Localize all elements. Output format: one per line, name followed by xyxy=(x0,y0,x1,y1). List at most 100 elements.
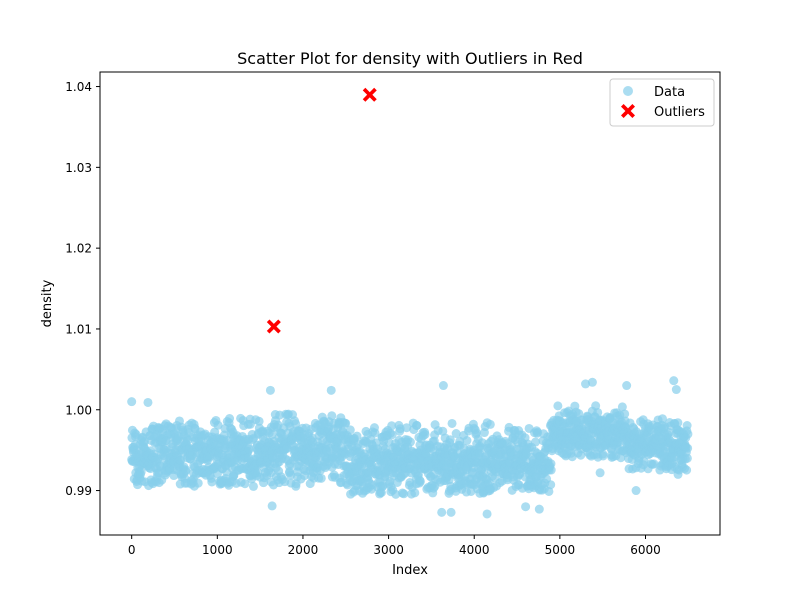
data-point xyxy=(649,459,659,469)
data-point xyxy=(143,397,153,407)
y-axis-ticks: 0.99 1.00 1.01 1.02 1.03 1.04 xyxy=(65,80,100,498)
data-point xyxy=(267,501,277,511)
legend-outlier-marker xyxy=(621,104,635,118)
data-point xyxy=(254,416,264,426)
data-point xyxy=(370,428,380,438)
data-point xyxy=(438,381,448,391)
data-point xyxy=(352,431,362,441)
data-point xyxy=(248,481,258,491)
y-tick-label: 1.00 xyxy=(65,403,92,417)
data-point xyxy=(462,436,472,446)
data-point xyxy=(136,467,146,477)
data-point xyxy=(451,429,461,439)
data-point xyxy=(534,504,544,514)
data-point xyxy=(412,420,422,430)
data-point xyxy=(482,509,492,519)
data-point xyxy=(437,507,447,517)
data-point xyxy=(207,477,217,487)
data-point xyxy=(327,411,337,421)
outlier-series xyxy=(266,87,377,334)
data-point xyxy=(345,425,355,435)
x-tick-label: 1000 xyxy=(202,543,233,557)
y-axis-label: density xyxy=(40,279,55,327)
chart-title: Scatter Plot for density with Outliers i… xyxy=(237,49,583,68)
data-point xyxy=(291,419,301,429)
data-point xyxy=(521,502,531,512)
data-series xyxy=(127,376,693,519)
outlier-point xyxy=(362,87,377,102)
data-point xyxy=(326,385,336,395)
x-axis-ticks: 0 1000 2000 3000 4000 5000 6000 xyxy=(128,535,661,557)
data-point xyxy=(620,409,630,419)
data-point xyxy=(587,377,597,387)
data-point xyxy=(405,437,415,447)
data-point xyxy=(485,419,495,429)
data-point xyxy=(581,379,591,389)
x-tick-label: 6000 xyxy=(630,543,661,557)
y-tick-label: 1.01 xyxy=(65,322,92,336)
x-tick-label: 2000 xyxy=(288,543,319,557)
legend-data-label: Data xyxy=(654,85,685,100)
data-point xyxy=(673,469,683,479)
data-point xyxy=(553,401,563,411)
data-point xyxy=(193,478,203,488)
data-point xyxy=(445,435,455,445)
data-point xyxy=(673,418,683,428)
legend-data-marker xyxy=(623,86,633,96)
legend-box xyxy=(609,78,715,127)
data-point xyxy=(399,489,409,499)
data-point xyxy=(140,437,150,447)
data-point xyxy=(595,468,605,478)
data-point xyxy=(669,376,679,386)
data-point xyxy=(420,429,430,439)
data-point xyxy=(671,385,681,395)
data-point xyxy=(415,476,425,486)
data-point xyxy=(341,418,351,428)
data-point xyxy=(213,420,223,430)
data-point xyxy=(546,480,556,490)
data-point xyxy=(447,418,457,428)
data-point xyxy=(622,381,632,391)
data-point xyxy=(265,385,275,395)
data-point xyxy=(631,486,641,496)
data-point xyxy=(682,453,692,463)
y-tick-label: 0.99 xyxy=(65,484,92,498)
data-point xyxy=(244,444,254,454)
data-point xyxy=(531,437,541,447)
data-point xyxy=(387,430,397,440)
data-point xyxy=(546,459,556,469)
data-point xyxy=(225,414,235,424)
y-tick-label: 1.02 xyxy=(65,242,92,256)
plot-area xyxy=(99,71,721,536)
x-tick-label: 4000 xyxy=(459,543,490,557)
data-point xyxy=(682,465,692,475)
legend: Data Outliers xyxy=(609,78,715,127)
data-point xyxy=(387,421,397,431)
data-point xyxy=(683,429,693,439)
data-point xyxy=(402,423,412,433)
data-point xyxy=(598,451,608,461)
plot-frame xyxy=(99,71,721,536)
data-point xyxy=(546,465,556,475)
y-tick-label: 1.03 xyxy=(65,161,92,175)
data-point xyxy=(593,407,603,417)
data-point xyxy=(617,402,627,412)
data-point xyxy=(544,486,554,496)
y-tick-label: 1.04 xyxy=(65,80,92,94)
data-point xyxy=(181,465,191,475)
x-axis-label: Index xyxy=(392,563,428,578)
data-point xyxy=(127,397,137,407)
data-point xyxy=(240,479,250,489)
x-tick-label: 0 xyxy=(128,543,136,557)
data-point xyxy=(683,443,693,453)
data-point xyxy=(446,507,456,517)
x-tick-label: 5000 xyxy=(545,543,576,557)
data-point xyxy=(657,414,667,424)
data-point xyxy=(682,421,692,431)
data-point xyxy=(639,456,649,466)
outlier-point xyxy=(266,319,281,334)
data-point xyxy=(410,488,420,498)
data-point xyxy=(391,489,401,499)
x-tick-label: 3000 xyxy=(373,543,404,557)
